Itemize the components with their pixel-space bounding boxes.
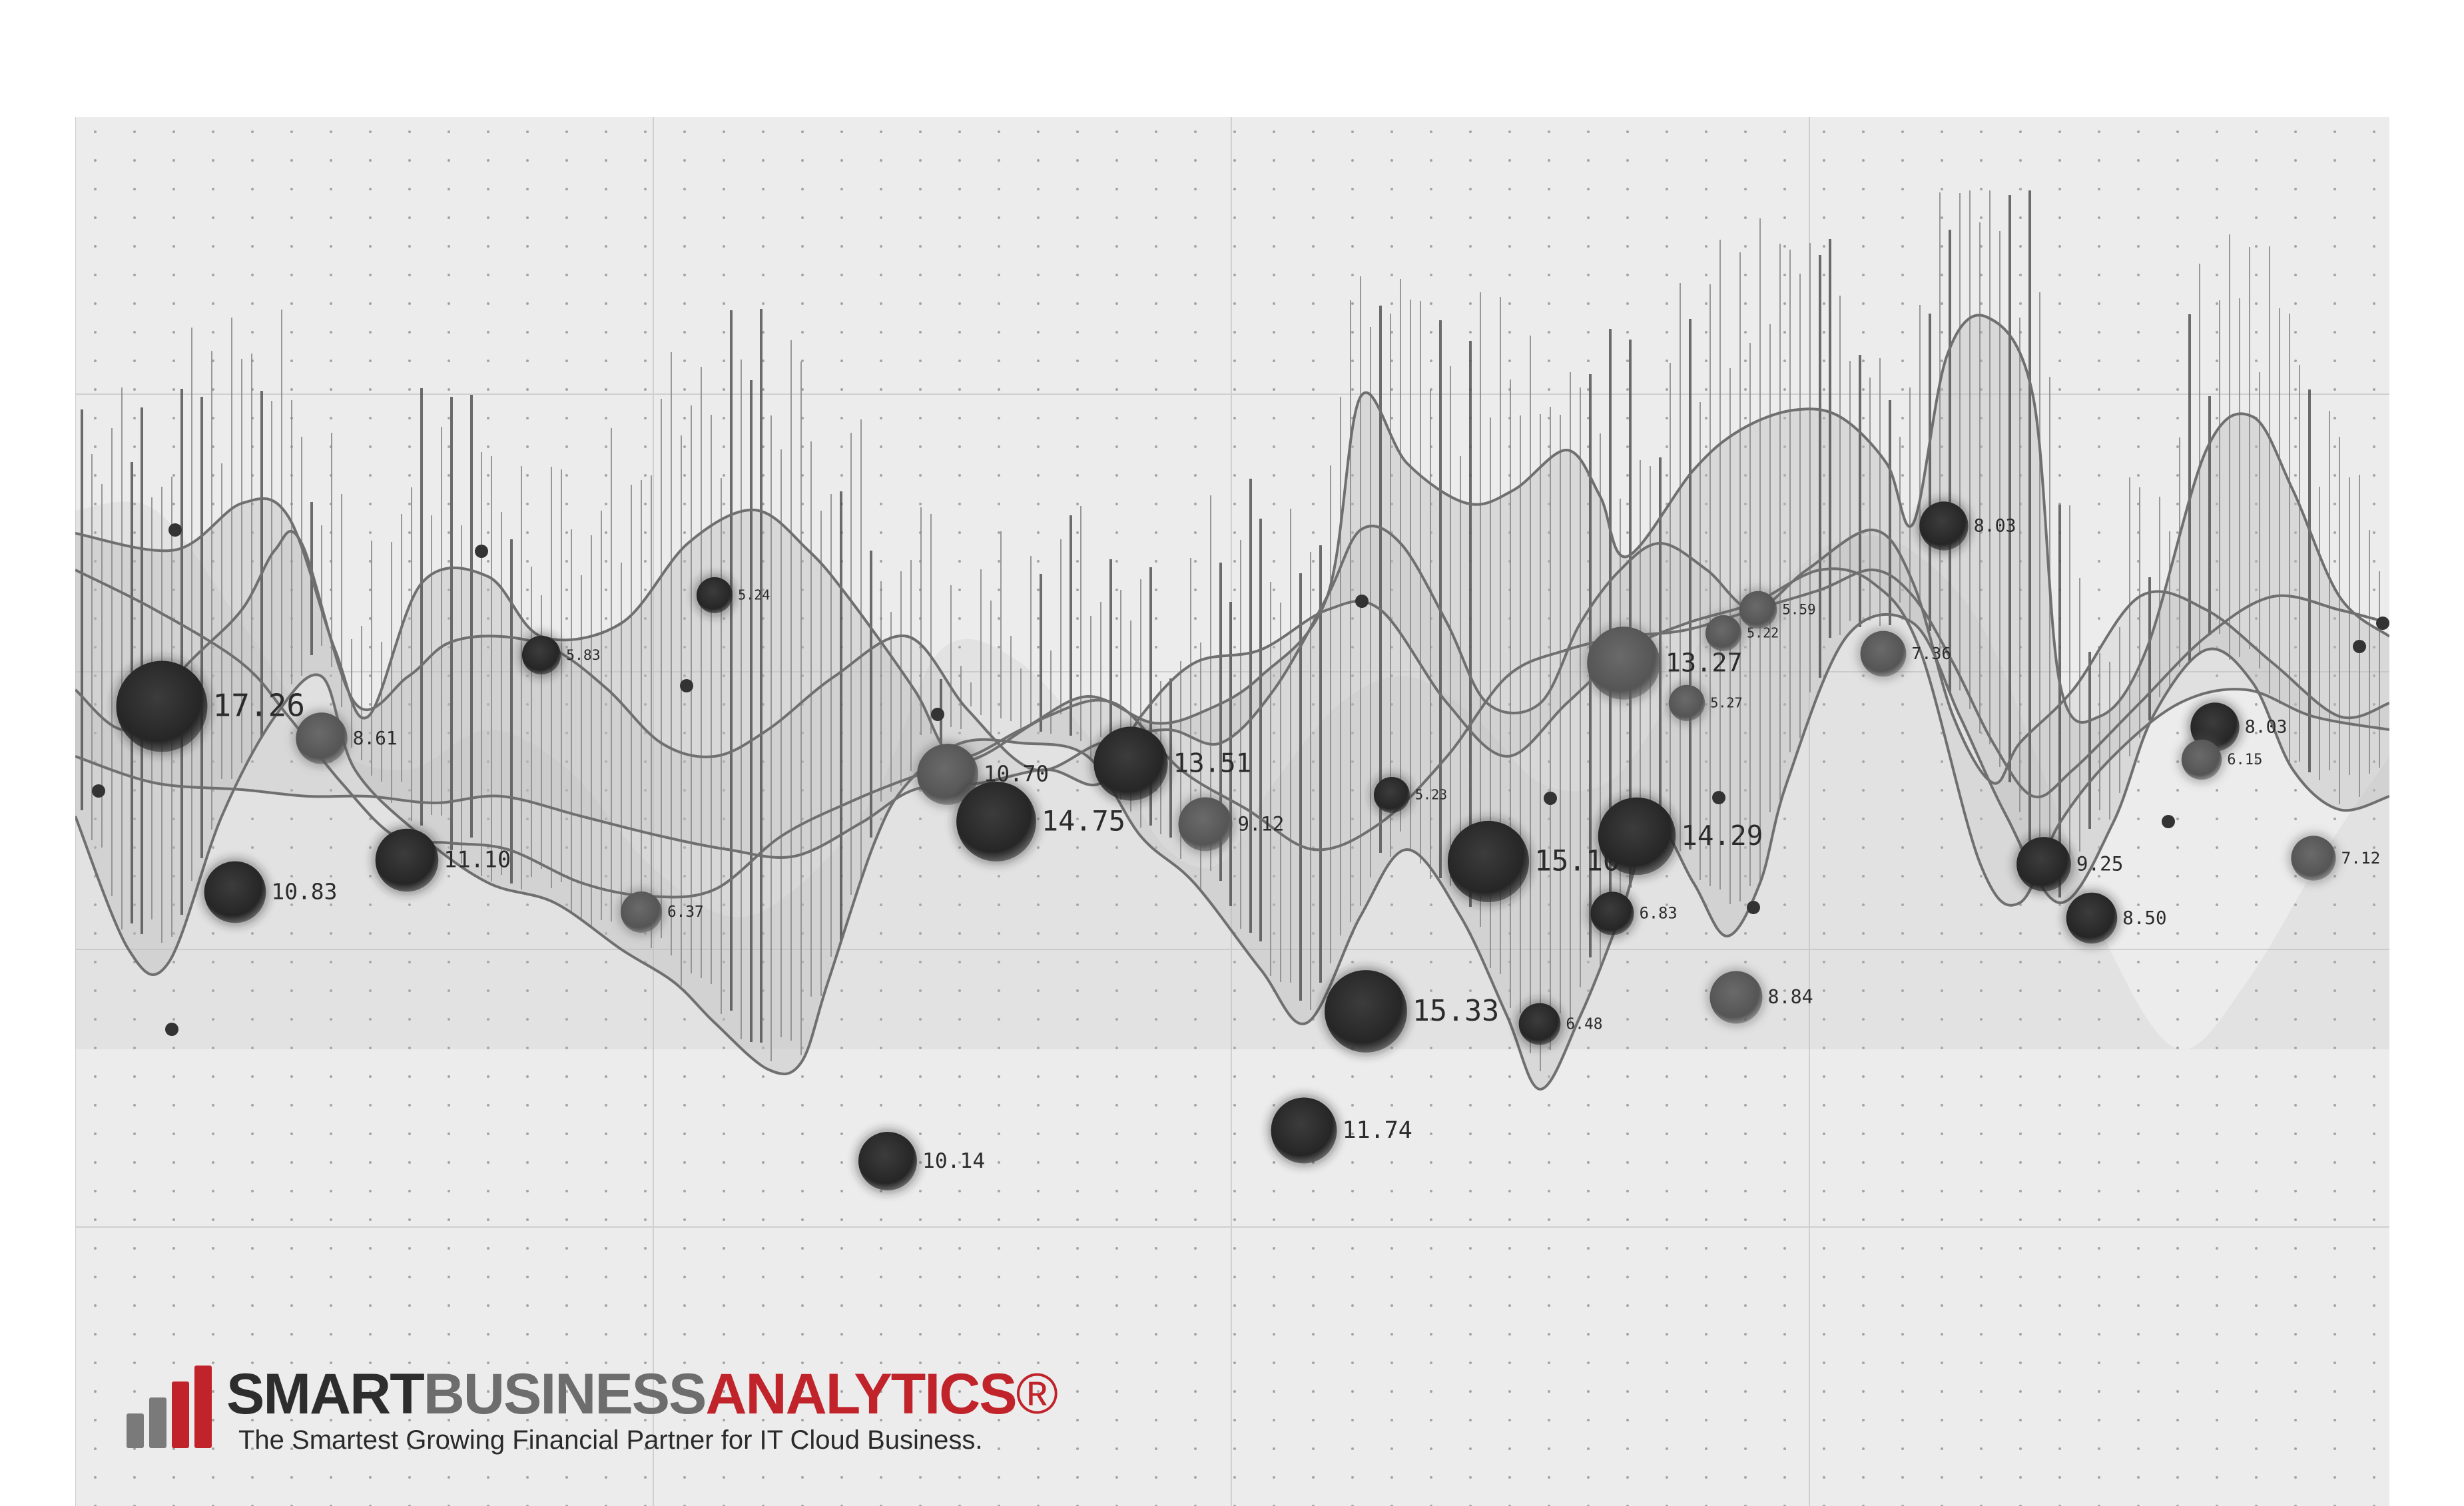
bubble-point <box>2066 892 2118 944</box>
bubble-point <box>1709 971 1763 1024</box>
bubble-label: 14.75 <box>1042 804 1125 837</box>
small-point <box>475 545 488 558</box>
bubble-point <box>1325 970 1407 1053</box>
series-line-1 <box>75 314 2389 759</box>
bubble-point <box>1668 684 1705 722</box>
bubble-point <box>1598 797 1676 876</box>
brand-word-analytics: ANALYTICS <box>705 1362 1017 1426</box>
bubble-label: 5.23 <box>1415 786 1447 802</box>
bubble-point <box>1860 630 1907 677</box>
small-point <box>2162 815 2175 828</box>
small-point <box>92 784 105 798</box>
bubble-point <box>296 712 348 764</box>
bubble-point <box>1705 615 1741 651</box>
bubble-point <box>1271 1097 1337 1164</box>
bubble-label: 15.33 <box>1412 995 1499 1028</box>
small-point <box>1712 791 1725 804</box>
chart-svg: 17.2610.838.6111.105.836.375.2410.1410.7… <box>75 117 2389 1506</box>
bubble-point <box>1178 797 1233 852</box>
bubble-label: 5.83 <box>566 647 601 664</box>
bubble-label: 11.10 <box>444 847 511 873</box>
bubble-label: 8.03 <box>2245 717 2288 738</box>
bubble-label: 7.12 <box>2341 848 2381 868</box>
brand-word-smart: SMART <box>226 1362 425 1426</box>
bubble-label: 6.15 <box>2227 751 2262 768</box>
volume-spikes <box>81 190 2380 1071</box>
bubble-label: 8.61 <box>353 727 398 749</box>
series-line-5 <box>75 568 2389 899</box>
bubble-point <box>521 635 561 675</box>
bubble-label: 8.50 <box>2122 907 2166 929</box>
brand-bars-icon <box>127 1366 220 1448</box>
bubble-point <box>2291 836 2336 881</box>
bubble-point <box>1374 777 1410 813</box>
bubble-label: 10.14 <box>922 1149 985 1173</box>
small-point <box>2376 617 2389 630</box>
bubble-label: 5.59 <box>1782 602 1815 618</box>
brand-tagline: The Smartest Growing Financial Partner f… <box>238 1425 983 1455</box>
small-point <box>2353 640 2366 653</box>
bubble-label: 14.29 <box>1681 820 1763 852</box>
bubble-label: 10.83 <box>271 879 337 905</box>
bubble-point <box>917 744 978 805</box>
bubble-point <box>375 828 439 892</box>
small-point <box>165 1023 178 1036</box>
brand-registered-mark: ® <box>1016 1362 1058 1426</box>
bubble-points: 17.2610.838.6111.105.836.375.2410.1410.7… <box>112 497 2381 1194</box>
chart-panel: 17.26 10.83 8.61 11.10 5.83 6.37 5.24 10.14 10.7… <box>75 117 2389 1506</box>
bubble-label: 5.24 <box>738 587 770 603</box>
bubble-point <box>956 782 1036 862</box>
bubble-label: 13.51 <box>1173 749 1252 779</box>
bubble-point <box>1919 501 1969 551</box>
bubble-point <box>1447 820 1530 903</box>
small-point <box>1544 792 1557 805</box>
small-data-points <box>92 523 2389 1036</box>
bubble-label: 9.12 <box>1238 812 1285 835</box>
bubble-point <box>2181 739 2222 780</box>
small-point <box>680 679 693 692</box>
bubble-label: 5.27 <box>1710 694 1742 710</box>
bubble-point <box>1093 726 1168 801</box>
bubble-point <box>204 861 266 923</box>
bubble-label: 7.36 <box>1911 644 1951 663</box>
bubble-point <box>858 1132 917 1190</box>
bubble-point <box>116 660 208 752</box>
bubble-point <box>621 891 662 933</box>
bubble-label: 6.37 <box>667 903 704 921</box>
brand-word-business: BUSINESS <box>423 1362 707 1426</box>
series-line-2 <box>75 525 2389 785</box>
brand-name: SMARTBUSINESSANALYTICS® <box>226 1366 1058 1423</box>
band-inner <box>75 526 2389 905</box>
bubble-point <box>1518 1003 1561 1045</box>
bubble-label: 9.25 <box>2076 852 2124 875</box>
series-line-4 <box>75 567 2389 907</box>
bubble-point <box>1739 591 1777 629</box>
small-point <box>931 708 944 721</box>
small-point <box>1355 595 1369 608</box>
small-point <box>1747 901 1760 914</box>
bubble-label: 17.26 <box>213 688 305 724</box>
bubble-point <box>2016 837 2071 891</box>
bubble-point <box>1587 627 1660 700</box>
bubble-label: 6.48 <box>1566 1015 1602 1033</box>
bubble-point <box>696 577 733 614</box>
bubble-label: 8.03 <box>1974 516 2016 537</box>
bubble-label: 6.83 <box>1640 904 1678 923</box>
bubble-label: 8.84 <box>1768 986 1813 1008</box>
bubble-point <box>1590 891 1634 935</box>
bubble-label: 11.74 <box>1343 1117 1412 1144</box>
small-point <box>168 523 182 537</box>
